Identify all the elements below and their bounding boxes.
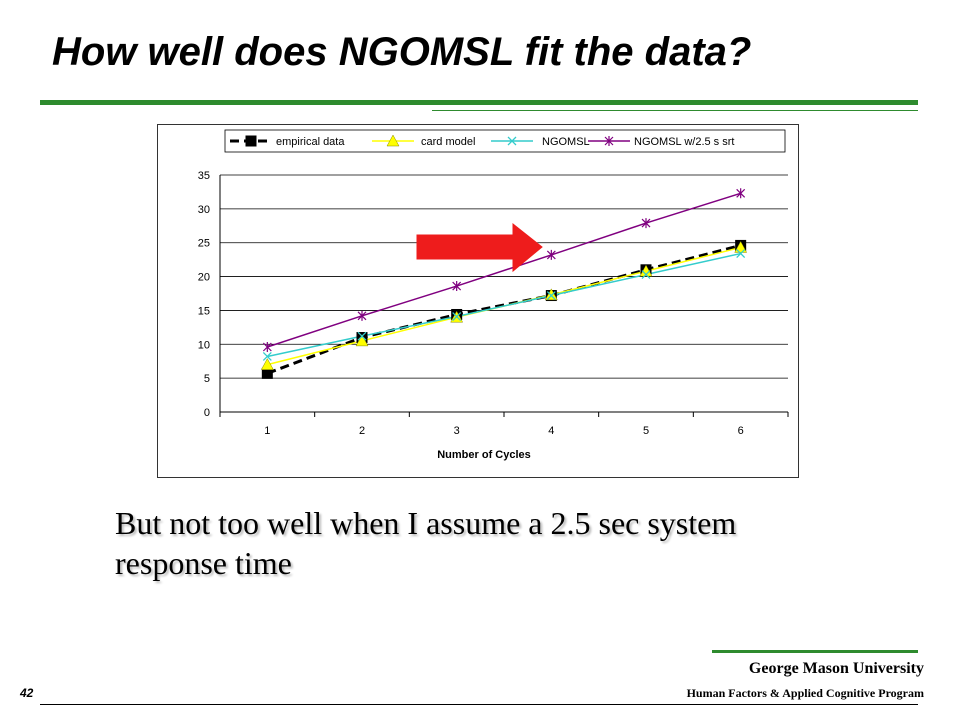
data-point-3 [546,249,556,260]
slide-title: How well does NGOMSL fit the data? [52,30,752,74]
y-tick-label: 30 [198,204,210,216]
legend-marker-3 [604,136,614,146]
data-point-1 [355,334,369,347]
data-point-2 [262,352,272,361]
footer-university: George Mason University [748,660,924,677]
legend-marker-2 [507,136,517,146]
data-point-1 [544,288,558,301]
y-tick-label: 0 [204,407,210,419]
data-point-1 [260,358,274,370]
y-tick-label: 25 [198,238,210,250]
x-tick-label: 5 [643,425,649,437]
x-tick-label: 3 [454,425,460,437]
data-point-2 [736,249,746,259]
slide-caption: But not too well when I assume a 2.5 sec… [115,505,737,581]
data-point-2 [546,291,556,300]
series-line-3 [267,192,741,348]
x-tick-label: 2 [359,425,365,437]
chart-frame: 0 5 10 15 20 25 30 35 1 2 3 4 5 6 Number of Cycles empi… [157,124,799,478]
line-chart: 0 5 10 15 20 25 30 35 1 2 3 4 5 6 Number of Cycles empi… [198,129,789,461]
data-point-3 [357,310,367,321]
y-tick-label: 10 [198,339,210,351]
data-point-3 [262,341,272,352]
right-arrow-icon [416,222,543,273]
footer-program: Human Factors & Applied Cognitive Progra… [686,686,924,700]
legend-label-2: NGOMSL [542,136,590,148]
x-axis-title: Number of Cycles [437,449,531,461]
y-tick-label: 20 [198,272,210,284]
legend-marker-1 [386,134,400,147]
footer-line [40,704,918,705]
x-tick-label: 6 [738,425,744,437]
legend-label-1: card model [421,136,475,148]
series-line-0 [266,243,742,375]
data-point-2 [357,331,367,341]
data-point-2 [452,312,462,321]
page-number: 42 [20,686,34,700]
title-underline-thin [432,110,918,111]
data-point-3 [452,281,462,292]
series-line-2 [267,252,741,358]
x-tick-label: 4 [548,425,554,437]
footer-rule [712,650,918,653]
title-underline [40,100,918,105]
data-point-3 [736,188,746,199]
y-tick-label: 35 [198,170,210,182]
legend-label-3: NGOMSL w/2.5 s srt [634,136,734,148]
data-point-0 [261,367,273,379]
legend-label-0: empirical data [276,136,345,148]
y-tick-label: 15 [198,305,210,317]
data-point-2 [641,270,651,279]
data-point-3 [641,218,651,229]
legend-marker-0 [245,135,257,147]
y-tick-label: 5 [204,373,210,385]
x-tick-label: 1 [264,425,270,437]
